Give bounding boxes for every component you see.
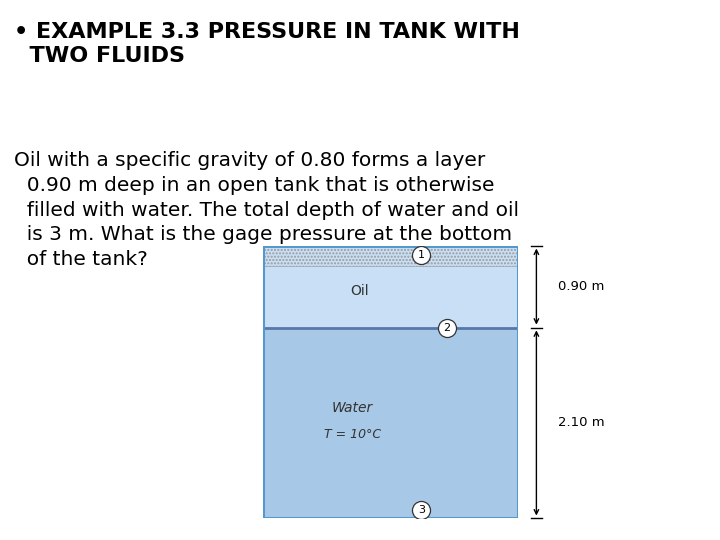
Text: 2.10 m: 2.10 m — [558, 416, 605, 429]
Text: T = 10°C: T = 10°C — [324, 428, 381, 441]
Text: Oil with a specific gravity of 0.80 forms a layer
  0.90 m deep in an open tank : Oil with a specific gravity of 0.80 form… — [14, 151, 519, 269]
Bar — [263, 246, 518, 266]
Text: • EXAMPLE 3.3 PRESSURE IN TANK WITH
  TWO FLUIDS: • EXAMPLE 3.3 PRESSURE IN TANK WITH TWO … — [14, 22, 521, 65]
Text: Oil: Oil — [351, 284, 369, 298]
Text: 2: 2 — [444, 322, 451, 333]
Bar — [263, 246, 518, 327]
Text: 0.90 m: 0.90 m — [558, 280, 604, 293]
Text: Water: Water — [332, 401, 373, 415]
Bar — [263, 327, 518, 518]
Text: 3: 3 — [418, 505, 425, 515]
Text: 1: 1 — [418, 250, 425, 260]
